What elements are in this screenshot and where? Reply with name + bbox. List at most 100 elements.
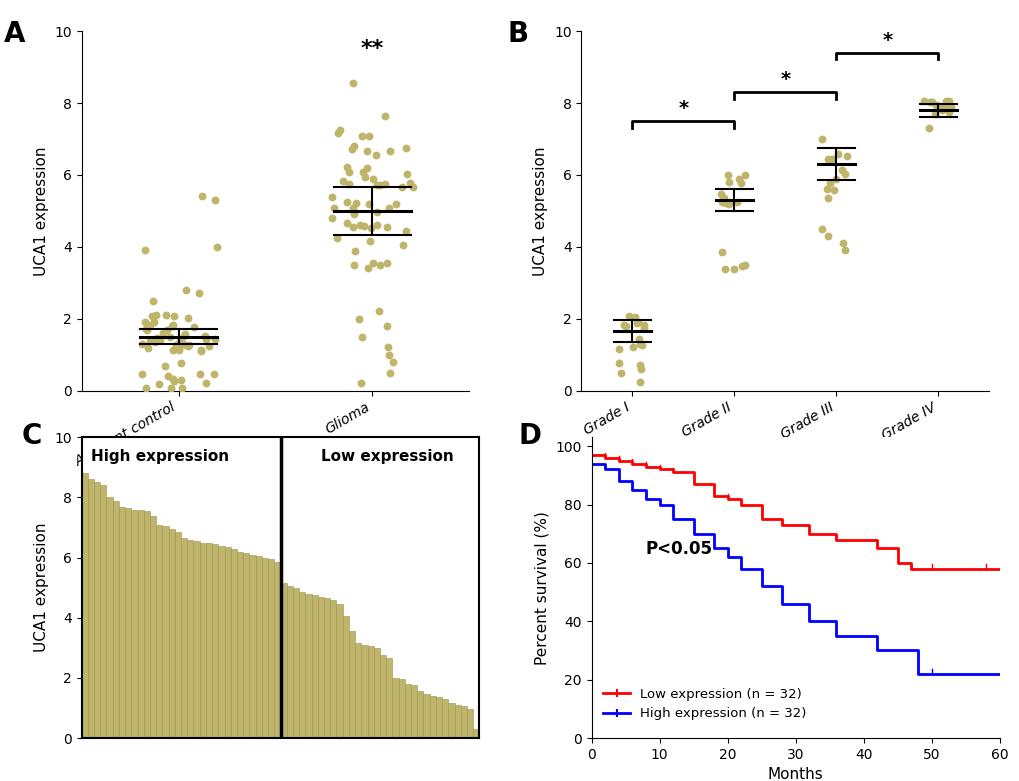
Point <box>712 194 729 207</box>
Point <box>176 327 193 340</box>
Point <box>633 363 649 376</box>
Point <box>164 373 180 385</box>
Point <box>363 221 379 234</box>
Point <box>927 98 944 111</box>
Point <box>630 333 646 345</box>
Bar <box>467 709 473 738</box>
Point <box>813 133 829 145</box>
Point <box>133 368 150 380</box>
Bar <box>181 538 187 738</box>
Point <box>719 169 736 181</box>
Bar <box>88 480 94 738</box>
Point <box>825 184 842 197</box>
Point <box>731 173 747 185</box>
Point <box>829 148 846 160</box>
Point <box>164 319 180 332</box>
Bar <box>355 644 361 738</box>
Point <box>713 195 730 208</box>
Point <box>191 287 207 300</box>
Point <box>194 191 210 203</box>
Point <box>352 219 368 231</box>
Point <box>346 245 363 258</box>
Point <box>323 212 339 224</box>
Point <box>926 108 943 120</box>
Point <box>369 179 385 191</box>
Point <box>147 335 163 348</box>
Point <box>397 142 414 155</box>
Point <box>346 140 363 152</box>
Point <box>174 337 191 350</box>
Point <box>206 333 222 345</box>
Point <box>140 342 156 355</box>
Point <box>151 378 167 390</box>
Point <box>148 308 164 321</box>
Point <box>328 232 344 244</box>
Bar <box>125 508 131 738</box>
Point <box>380 202 396 215</box>
Point <box>359 145 375 158</box>
Point <box>385 355 401 368</box>
Point <box>146 316 162 329</box>
Point <box>161 330 177 343</box>
Point <box>712 245 729 258</box>
Point <box>712 187 729 200</box>
Point <box>715 192 732 205</box>
Point <box>324 191 340 203</box>
Bar <box>94 483 100 738</box>
Bar <box>256 556 262 738</box>
Bar <box>405 684 411 738</box>
Point <box>635 322 651 334</box>
Bar <box>411 686 417 738</box>
Point <box>381 144 397 157</box>
Text: *: * <box>780 70 790 90</box>
Point <box>339 161 356 173</box>
Point <box>165 344 181 356</box>
Bar <box>435 697 441 738</box>
Point <box>936 95 953 108</box>
Point <box>138 323 154 336</box>
Point <box>193 344 209 357</box>
Text: B: B <box>507 20 529 48</box>
Text: D: D <box>518 423 541 451</box>
Bar <box>106 497 112 738</box>
Text: A: A <box>4 20 25 48</box>
Bar <box>429 696 435 738</box>
Point <box>838 149 854 162</box>
Point <box>338 196 355 209</box>
Point <box>152 333 168 346</box>
Point <box>826 173 843 186</box>
Point <box>719 176 736 188</box>
Bar <box>286 587 292 738</box>
Point <box>351 312 367 325</box>
Point <box>185 321 202 333</box>
Point <box>359 162 375 175</box>
Text: *: * <box>881 31 892 50</box>
Bar <box>138 509 144 738</box>
Bar <box>361 645 367 738</box>
Point <box>915 95 931 107</box>
Point <box>344 201 361 214</box>
Point <box>163 381 179 394</box>
Point <box>736 259 752 272</box>
Point <box>368 219 384 231</box>
Bar <box>144 511 150 738</box>
Bar <box>82 473 88 738</box>
Bar <box>112 501 119 738</box>
Point <box>172 356 189 369</box>
Point <box>728 196 744 209</box>
Bar <box>318 597 324 738</box>
Bar <box>305 594 311 738</box>
Point <box>345 208 362 220</box>
Point <box>137 244 153 257</box>
Point <box>138 382 154 394</box>
Point <box>149 332 165 344</box>
Bar <box>423 694 429 738</box>
Point <box>155 326 171 339</box>
Point <box>835 237 851 249</box>
Point <box>626 311 642 323</box>
Point <box>165 319 181 331</box>
Point <box>380 341 396 354</box>
Bar <box>336 604 342 738</box>
Point <box>170 341 186 354</box>
Point <box>368 148 384 161</box>
